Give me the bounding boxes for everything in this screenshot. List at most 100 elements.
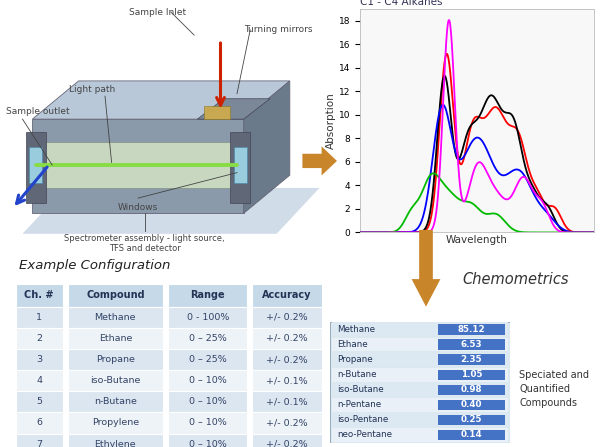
Bar	[438, 400, 505, 410]
Bar	[68, 434, 163, 447]
Polygon shape	[234, 147, 247, 183]
Text: Propane: Propane	[337, 355, 373, 364]
Bar	[68, 307, 163, 328]
Polygon shape	[29, 147, 42, 183]
Y-axis label: Absorption: Absorption	[326, 93, 336, 149]
Bar	[68, 328, 163, 349]
Text: Compound: Compound	[86, 290, 145, 300]
Bar	[168, 434, 247, 447]
Bar	[16, 413, 62, 434]
Text: Speciated and
Quantified
Compounds: Speciated and Quantified Compounds	[519, 370, 589, 408]
Text: iso-Pentane: iso-Pentane	[337, 415, 388, 424]
Bar	[252, 307, 322, 328]
Text: Spectrometer assembly - light source,
TFS and detector: Spectrometer assembly - light source, TF…	[64, 234, 225, 253]
Text: Ethylene: Ethylene	[95, 439, 136, 447]
Bar	[252, 413, 322, 434]
Text: 4: 4	[36, 376, 42, 385]
Bar	[252, 391, 322, 413]
Text: 6: 6	[36, 418, 42, 427]
Polygon shape	[32, 119, 244, 213]
Text: 0 – 25%: 0 – 25%	[189, 355, 227, 364]
Text: iso-Butane: iso-Butane	[337, 385, 384, 394]
Text: n-Butane: n-Butane	[337, 370, 377, 379]
Text: 7: 7	[36, 439, 42, 447]
Text: Sample Inlet: Sample Inlet	[129, 8, 187, 17]
Polygon shape	[204, 106, 230, 119]
Bar	[16, 391, 62, 413]
Bar	[16, 307, 62, 328]
Bar	[332, 353, 508, 367]
Text: +/- 0.2%: +/- 0.2%	[266, 355, 308, 364]
Text: 0 – 10%: 0 – 10%	[189, 397, 227, 406]
Text: 0.14: 0.14	[460, 430, 482, 439]
Bar	[438, 339, 505, 350]
Polygon shape	[32, 81, 290, 119]
Text: Windows: Windows	[118, 203, 158, 212]
Text: 6.53: 6.53	[460, 340, 482, 349]
Bar	[168, 307, 247, 328]
Bar	[168, 370, 247, 391]
Bar	[16, 328, 62, 349]
Polygon shape	[230, 132, 250, 203]
Text: 0 - 100%: 0 - 100%	[187, 313, 229, 322]
Text: 5: 5	[36, 397, 42, 406]
Bar	[68, 391, 163, 413]
Bar	[68, 284, 163, 307]
Bar	[252, 349, 322, 370]
Text: Methane: Methane	[337, 325, 375, 334]
Text: +/- 0.2%: +/- 0.2%	[266, 439, 308, 447]
Text: 3: 3	[36, 355, 42, 364]
Bar	[168, 391, 247, 413]
Text: 0.25: 0.25	[461, 415, 482, 424]
Polygon shape	[23, 188, 320, 234]
X-axis label: Wavelength: Wavelength	[446, 235, 508, 245]
Bar	[16, 370, 62, 391]
Text: Chemometrics: Chemometrics	[462, 272, 569, 287]
Bar	[332, 337, 508, 351]
Bar	[16, 434, 62, 447]
Bar	[332, 428, 508, 442]
Text: 0.98: 0.98	[461, 385, 482, 394]
Text: Optical “Fingerprints” of
C1 - C4 Alkanes: Optical “Fingerprints” of C1 - C4 Alkane…	[360, 0, 487, 7]
Text: +/- 0.2%: +/- 0.2%	[266, 334, 308, 343]
Polygon shape	[197, 99, 270, 119]
Bar	[438, 430, 505, 440]
Bar	[68, 370, 163, 391]
Text: 2.35: 2.35	[460, 355, 482, 364]
Bar	[252, 284, 322, 307]
Bar	[68, 413, 163, 434]
Polygon shape	[26, 132, 46, 203]
Polygon shape	[39, 142, 237, 188]
Text: +/- 0.1%: +/- 0.1%	[266, 376, 308, 385]
Text: Propane: Propane	[96, 355, 135, 364]
Bar	[438, 415, 505, 425]
Text: 1: 1	[36, 313, 42, 322]
Bar	[438, 384, 505, 395]
Bar	[332, 368, 508, 382]
FancyArrow shape	[302, 147, 337, 176]
Text: +/- 0.1%: +/- 0.1%	[266, 397, 308, 406]
Bar	[438, 370, 505, 380]
Text: 85.12: 85.12	[457, 325, 485, 334]
Text: Turning mirrors: Turning mirrors	[244, 25, 312, 34]
Text: 0 – 10%: 0 – 10%	[189, 376, 227, 385]
Bar	[168, 349, 247, 370]
Bar	[438, 354, 505, 365]
Bar	[16, 349, 62, 370]
Bar	[16, 284, 62, 307]
Bar	[332, 322, 508, 336]
Text: Sample outlet: Sample outlet	[6, 107, 70, 116]
Text: n-Butane: n-Butane	[94, 397, 137, 406]
Bar	[252, 434, 322, 447]
FancyArrow shape	[412, 230, 440, 307]
Text: Propylene: Propylene	[92, 418, 139, 427]
Bar	[332, 398, 508, 412]
Polygon shape	[244, 81, 290, 213]
Text: 0 – 25%: 0 – 25%	[189, 334, 227, 343]
Text: neo-Pentane: neo-Pentane	[337, 430, 392, 439]
Text: +/- 0.2%: +/- 0.2%	[266, 418, 308, 427]
Bar	[252, 328, 322, 349]
Bar	[438, 324, 505, 334]
Text: Range: Range	[190, 290, 225, 300]
Text: 0 – 10%: 0 – 10%	[189, 439, 227, 447]
